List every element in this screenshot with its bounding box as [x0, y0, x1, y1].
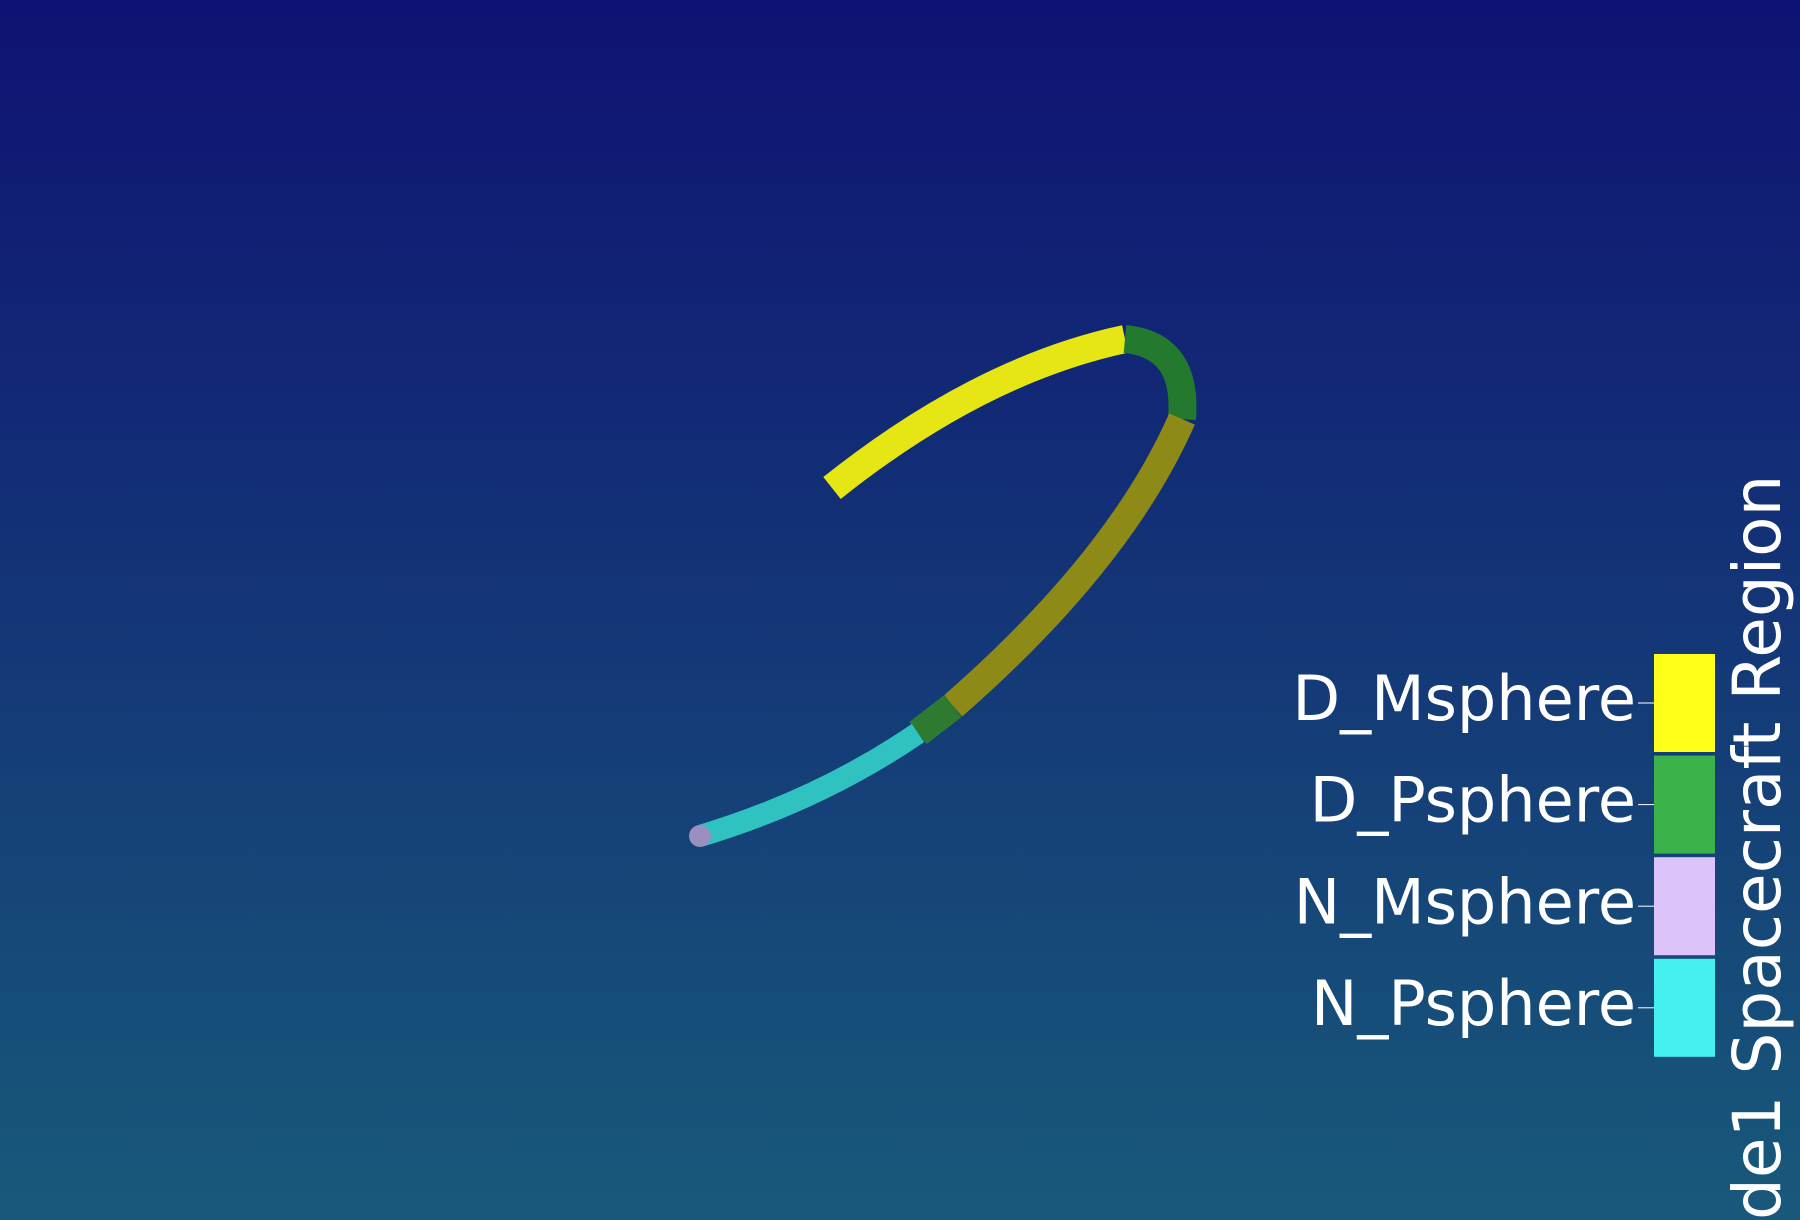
legend-label: D_Psphere — [1310, 764, 1636, 837]
legend-swatch — [1654, 755, 1715, 854]
legend-label: D_Msphere — [1292, 662, 1636, 735]
legend-swatch — [1654, 654, 1715, 752]
orbit-tube — [689, 325, 1197, 847]
tube-segment — [943, 413, 1195, 717]
legend-title: de1 Spacecraft Region — [1719, 475, 1796, 1220]
legend: D_Msphere D_Psphere N_Msphere N_Psphere — [1292, 654, 1715, 1057]
legend-swatch — [1654, 958, 1715, 1057]
tube-segment — [909, 694, 962, 745]
tube-segment — [696, 723, 925, 847]
legend-swatch — [1654, 857, 1715, 956]
tube-segment — [1123, 325, 1197, 421]
tube-endcap — [689, 825, 711, 847]
legend-label: N_Msphere — [1294, 865, 1636, 938]
tube-segment — [823, 325, 1128, 499]
legend-label: N_Psphere — [1311, 967, 1636, 1040]
